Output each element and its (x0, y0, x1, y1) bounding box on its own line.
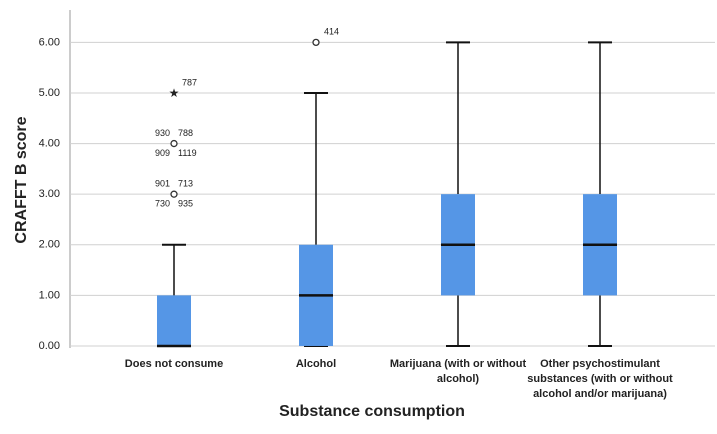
outlier-label: 414 (324, 27, 339, 37)
outlier-label: 930 (155, 128, 170, 138)
y-tick-label: 2.00 (39, 239, 60, 251)
x-tick-label: Other psychostimulant substances (with o… (527, 358, 673, 400)
outlier-label: 901 (155, 179, 170, 189)
y-tick-label: 4.00 (39, 137, 60, 149)
x-axis-title: Substance consumption (279, 403, 465, 420)
outlier-label: 730 (155, 199, 170, 209)
y-tick-label: 3.00 (39, 188, 60, 200)
outlier-label: 909 (155, 148, 170, 158)
x-tick-label: Alcohol (295, 358, 337, 370)
y-tick-label: 0.00 (39, 340, 60, 352)
outlier (170, 139, 178, 148)
y-tick-label: 6.00 (39, 36, 60, 48)
x-tick-label: Marijuana (with or without alcohol) (389, 358, 527, 385)
y-tick-label: 5.00 (39, 87, 60, 99)
outlier-label: 713 (178, 179, 193, 189)
extreme: ★ (169, 86, 180, 100)
outlier-label: 935 (178, 199, 193, 209)
y-tick-label: 1.00 (39, 289, 60, 301)
x-tick-label: Does not consume (124, 358, 224, 370)
box (157, 295, 191, 346)
outlier-label: 1119 (178, 148, 197, 158)
outlier-label: 788 (178, 128, 193, 138)
extreme-label: 787 (182, 77, 197, 87)
y-axis-title: CRAFFT B score (13, 116, 30, 243)
outlier (312, 38, 320, 47)
outlier (170, 190, 178, 198)
